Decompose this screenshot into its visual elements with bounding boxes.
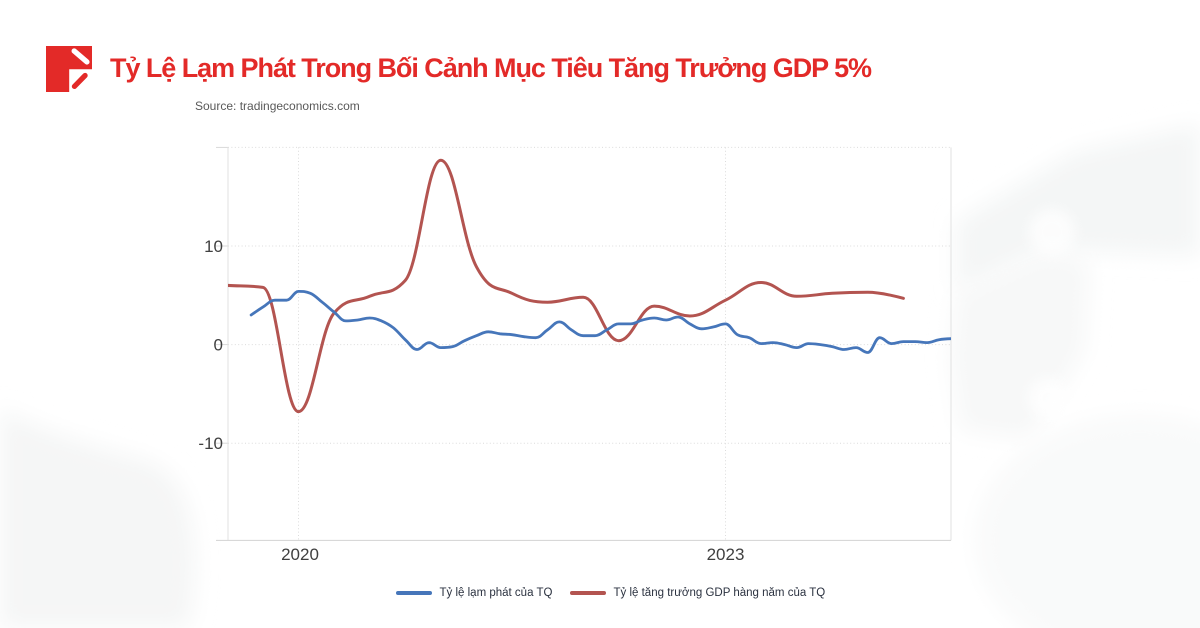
svg-text:0: 0 <box>214 336 223 355</box>
svg-text:10: 10 <box>204 237 223 256</box>
svg-text:2020: 2020 <box>281 545 319 564</box>
svg-text:-10: -10 <box>198 434 223 453</box>
svg-text:2023: 2023 <box>707 545 745 564</box>
